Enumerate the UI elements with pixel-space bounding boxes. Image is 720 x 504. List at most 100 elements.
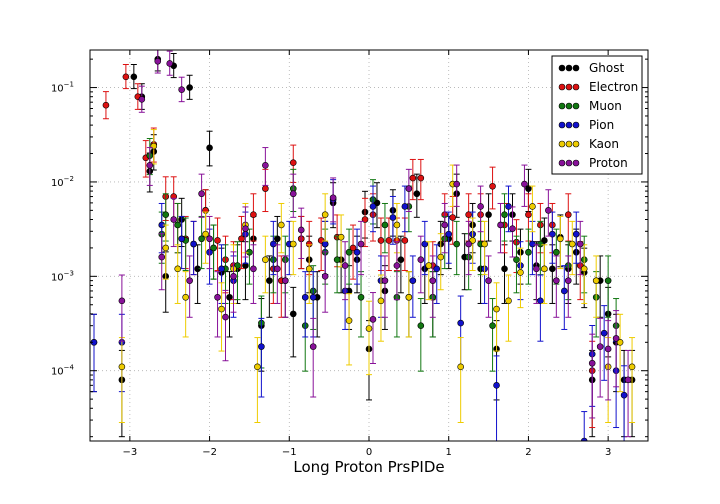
data-points (90, 50, 636, 441)
electron-point (214, 217, 221, 272)
proton-point (357, 220, 365, 276)
marker (417, 256, 425, 264)
kaon-point (365, 300, 373, 376)
marker (178, 86, 185, 93)
marker (305, 265, 313, 273)
marker (596, 343, 604, 350)
marker (501, 211, 508, 218)
x-tick-label: 1 (446, 447, 452, 458)
marker (393, 221, 401, 229)
kaon-point (616, 313, 624, 393)
marker (612, 335, 620, 342)
proton-point (612, 310, 620, 388)
marker (529, 203, 536, 210)
marker (154, 57, 162, 65)
legend-marker (572, 64, 580, 72)
marker (146, 162, 154, 169)
pion-point (433, 244, 441, 304)
pion-point (369, 185, 377, 233)
muon-point (501, 193, 508, 242)
legend-entry-kaon: Kaon (558, 137, 619, 151)
proton-point (465, 220, 472, 276)
electron-point (349, 224, 357, 280)
proton-point (564, 255, 572, 318)
marker (369, 316, 377, 323)
marker (289, 159, 297, 166)
marker (489, 322, 496, 329)
marker (198, 235, 205, 243)
marker (588, 359, 596, 367)
marker (122, 73, 130, 81)
marker (568, 240, 576, 248)
muon-point (513, 235, 520, 294)
marker (274, 265, 281, 273)
marker (262, 256, 269, 264)
legend-label: Kaon (589, 137, 619, 151)
kaon-point (182, 271, 189, 338)
x-tick-label: 0 (366, 447, 372, 458)
marker (489, 182, 496, 190)
kaon-point (321, 193, 329, 242)
proton-point (624, 349, 632, 438)
marker (162, 211, 170, 218)
legend-label: Electron (589, 80, 638, 94)
proton-point (281, 255, 289, 318)
marker (405, 185, 413, 192)
marker (238, 235, 245, 243)
pion-point (258, 317, 265, 398)
marker (309, 293, 317, 301)
marker (198, 190, 205, 198)
electron-point (564, 193, 572, 242)
marker (190, 240, 197, 248)
pion-point (600, 305, 608, 381)
marker (258, 343, 265, 350)
ghost-point (289, 286, 297, 358)
marker (433, 265, 441, 273)
proton-point (138, 85, 146, 113)
marker (214, 237, 221, 244)
marker (477, 203, 484, 210)
marker (401, 203, 409, 210)
pion-point (445, 211, 453, 264)
proton-point (441, 202, 449, 254)
marker (289, 240, 297, 248)
pion-point (190, 220, 197, 276)
marker (481, 240, 488, 248)
marker (604, 345, 612, 353)
pion-point (493, 355, 500, 441)
muon-point (537, 220, 544, 276)
marker (381, 221, 389, 229)
marker (369, 203, 377, 210)
x-tick-label: 2 (525, 447, 531, 458)
pion-point (537, 274, 544, 342)
marker (485, 277, 492, 284)
kaon-point (529, 185, 536, 233)
marker (509, 225, 516, 232)
marker (250, 265, 257, 273)
kaon-point (493, 282, 500, 352)
marker (564, 277, 572, 284)
marker (417, 174, 425, 182)
kaon-point (337, 214, 345, 268)
proton-point (485, 255, 492, 318)
marker (206, 144, 213, 152)
proton-point (309, 317, 317, 398)
marker (289, 190, 297, 198)
marker (580, 437, 588, 441)
kaon-point (305, 244, 313, 304)
proton-point (146, 147, 154, 186)
marker (393, 262, 401, 269)
marker (445, 230, 453, 238)
muon-point (333, 235, 341, 294)
marker (174, 221, 181, 229)
legend-marker (565, 64, 573, 72)
proton-point (509, 206, 516, 258)
marker (465, 240, 472, 248)
marker (381, 277, 389, 284)
marker (309, 343, 317, 350)
marker (560, 287, 568, 295)
ghost-point (266, 255, 273, 318)
muon-point (417, 298, 425, 372)
marker (226, 293, 233, 301)
marker (409, 174, 417, 182)
